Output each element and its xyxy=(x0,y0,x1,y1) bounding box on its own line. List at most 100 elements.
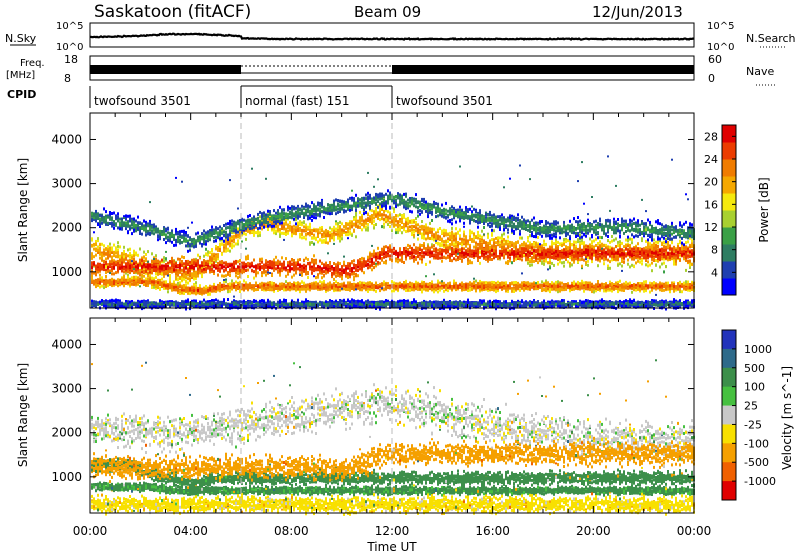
data-cell xyxy=(343,200,345,204)
data-cell xyxy=(135,229,137,233)
data-cell xyxy=(315,207,317,211)
data-cell xyxy=(333,304,335,308)
data-cell xyxy=(203,290,205,294)
data-cell xyxy=(149,201,151,204)
data-cell xyxy=(347,264,349,268)
data-cell xyxy=(93,279,95,283)
data-cell xyxy=(199,300,201,304)
data-cell xyxy=(187,262,189,266)
data-cell xyxy=(293,262,295,265)
data-cell xyxy=(213,269,215,273)
data-cell xyxy=(109,254,111,258)
data-cell xyxy=(155,305,157,309)
data-cell xyxy=(185,244,187,248)
data-cell xyxy=(131,300,133,303)
data-cell xyxy=(209,257,211,261)
data-cell xyxy=(175,277,177,280)
data-cell xyxy=(219,263,221,267)
data-cell xyxy=(205,304,207,308)
data-cell xyxy=(329,287,331,291)
data-cell xyxy=(129,216,131,220)
data-cell xyxy=(151,268,153,272)
data-cell xyxy=(137,276,139,280)
data-cell xyxy=(155,283,157,287)
data-cell xyxy=(99,213,101,217)
data-cell xyxy=(201,232,203,236)
data-cell xyxy=(311,267,313,271)
data-cell xyxy=(133,223,135,227)
data-cell xyxy=(325,237,327,241)
data-cell xyxy=(165,272,167,276)
data-cell xyxy=(281,227,283,230)
data-cell xyxy=(105,299,107,303)
data-cell xyxy=(135,251,137,255)
data-cell xyxy=(351,260,353,264)
data-cell xyxy=(129,277,131,281)
data-cell xyxy=(303,281,305,285)
data-cell xyxy=(345,302,347,305)
data-cell xyxy=(217,247,219,251)
data-cell xyxy=(163,283,165,287)
data-cell xyxy=(233,220,235,224)
data-cell xyxy=(287,270,289,274)
data-cell xyxy=(203,229,205,233)
data-cell xyxy=(159,283,161,287)
data-cell xyxy=(157,270,159,274)
data-cell xyxy=(303,229,305,233)
data-cell xyxy=(319,303,321,306)
data-cell xyxy=(225,243,227,247)
data-cell xyxy=(91,274,93,278)
data-cell xyxy=(97,223,99,226)
data-cell xyxy=(353,199,355,203)
data-cell xyxy=(207,260,209,264)
data-cell xyxy=(277,220,279,223)
data-cell xyxy=(317,265,319,269)
data-cell xyxy=(299,227,301,231)
data-cell xyxy=(277,259,279,263)
data-cell xyxy=(175,285,177,289)
data-cell xyxy=(143,259,145,263)
data-cell xyxy=(191,272,193,276)
data-cell xyxy=(215,253,217,257)
data-cell xyxy=(113,263,115,267)
data-cell xyxy=(309,242,311,246)
data-cell xyxy=(155,268,157,272)
data-cell xyxy=(275,303,277,307)
data-cell xyxy=(193,286,195,290)
data-cell xyxy=(235,268,237,271)
data-cell xyxy=(297,267,299,271)
data-cell xyxy=(323,280,325,283)
data-cell xyxy=(141,270,143,274)
data-cell xyxy=(141,258,143,262)
data-cell xyxy=(179,290,181,293)
data-cell xyxy=(105,252,107,256)
data-cell xyxy=(137,299,139,303)
data-cell xyxy=(219,282,221,285)
data-cell xyxy=(207,262,209,265)
data-cell xyxy=(285,274,287,278)
data-cell xyxy=(291,216,293,220)
data-cell xyxy=(221,231,223,235)
data-cell xyxy=(203,235,205,239)
data-cell xyxy=(321,269,323,273)
data-cell xyxy=(215,298,217,302)
data-cell xyxy=(217,257,219,261)
data-cell xyxy=(283,232,285,235)
data-cell xyxy=(151,230,153,234)
data-cell xyxy=(227,242,229,246)
data-cell xyxy=(167,290,169,294)
data-cell xyxy=(123,267,125,271)
data-cell xyxy=(117,215,119,219)
data-cell xyxy=(99,263,101,267)
data-cell xyxy=(189,307,191,311)
data-cell xyxy=(149,281,151,285)
data-cell xyxy=(117,301,119,305)
data-cell xyxy=(187,302,189,306)
data-cell xyxy=(199,264,201,268)
cpid-segment-label: twofsound 3501 xyxy=(396,94,493,108)
data-cell xyxy=(229,224,231,228)
data-cell xyxy=(321,203,323,207)
data-cell xyxy=(335,206,337,210)
data-cell xyxy=(265,259,267,263)
data-cell xyxy=(203,288,205,292)
